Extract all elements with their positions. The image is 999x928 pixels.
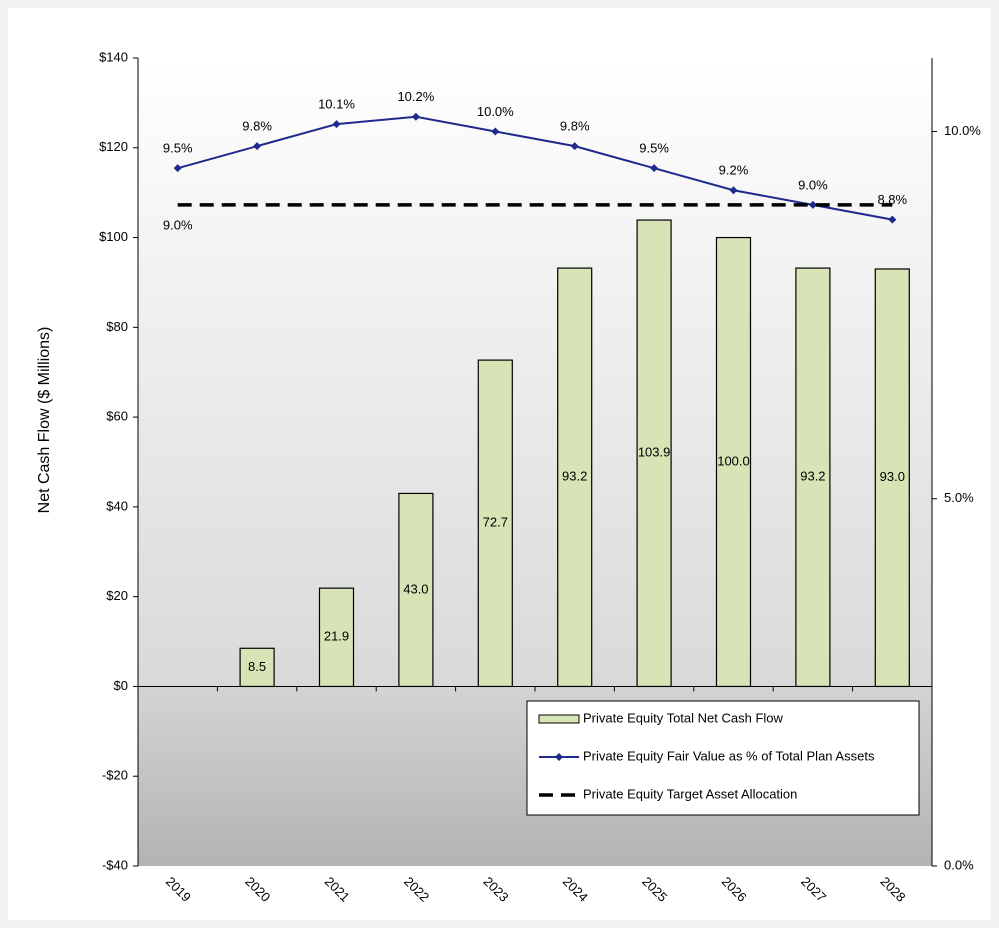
bar-value-label: 43.0 — [403, 581, 428, 596]
line-marker — [253, 142, 262, 151]
bar-value-label: 103.9 — [638, 445, 671, 460]
y-tick-label: $60 — [106, 409, 128, 424]
line-value-label: 9.8% — [560, 119, 590, 134]
line-value-label: 9.8% — [242, 119, 272, 134]
y-tick-label: $40 — [106, 498, 128, 513]
line-marker — [650, 164, 659, 173]
y2-tick-label: 5.0% — [944, 490, 974, 505]
line-marker — [729, 186, 738, 195]
y-tick-label: $140 — [99, 49, 128, 64]
bar — [318, 587, 355, 688]
legend-swatch — [538, 714, 580, 724]
line-marker — [570, 142, 579, 151]
bar-value-label: 93.2 — [562, 469, 587, 484]
line-marker — [173, 164, 182, 173]
line-marker — [808, 200, 817, 209]
y-tick-label: -$40 — [102, 857, 128, 872]
line-value-label: 10.1% — [318, 97, 355, 112]
line-value-label: 9.5% — [163, 141, 193, 156]
legend-label: Private Equity Total Net Cash Flow — [583, 710, 784, 725]
line-marker — [491, 127, 500, 136]
bar — [874, 268, 910, 688]
line-value-label: 9.5% — [639, 141, 669, 156]
y-tick-label: $20 — [106, 588, 128, 603]
y-tick-label: $0 — [114, 678, 128, 693]
y-tick-label: $100 — [99, 229, 128, 244]
bar — [239, 647, 275, 688]
legend-marker — [555, 753, 563, 761]
bar — [557, 267, 593, 688]
line-marker — [888, 215, 897, 224]
line-value-label: 9.2% — [719, 163, 749, 178]
line-value-label: 9.0% — [163, 217, 193, 232]
bar — [636, 219, 672, 688]
bar — [477, 359, 513, 688]
bar-value-label: 72.7 — [483, 515, 508, 530]
line-value-label: 10.2% — [397, 89, 434, 104]
y-axis-title: Net Cash Flow ($ Millions) — [36, 327, 53, 514]
bar — [715, 236, 752, 688]
legend-label: Private Equity Fair Value as % of Total … — [583, 748, 875, 763]
bar-value-label: 100.0 — [717, 453, 750, 468]
line-value-label: 9.0% — [798, 177, 828, 192]
y2-tick-label: 10.0% — [944, 123, 981, 138]
bar-value-label: 8.5 — [248, 659, 266, 674]
line-value-label: 10.0% — [477, 104, 514, 119]
y-tick-label: -$20 — [102, 768, 128, 783]
legend — [526, 700, 920, 816]
bar — [795, 267, 831, 688]
y2-tick-label: 0.0% — [944, 857, 974, 872]
bar-value-label: 21.9 — [324, 629, 349, 644]
bar-value-label: 93.2 — [800, 469, 825, 484]
bar — [398, 492, 434, 688]
y-tick-label: $120 — [99, 139, 128, 154]
series-line — [177, 115, 893, 221]
bar-value-label: 93.0 — [880, 469, 905, 484]
line-marker — [411, 112, 420, 121]
y-tick-label: $80 — [106, 319, 128, 334]
legend-label: Private Equity Target Asset Allocation — [583, 786, 797, 801]
line-marker — [332, 120, 341, 129]
